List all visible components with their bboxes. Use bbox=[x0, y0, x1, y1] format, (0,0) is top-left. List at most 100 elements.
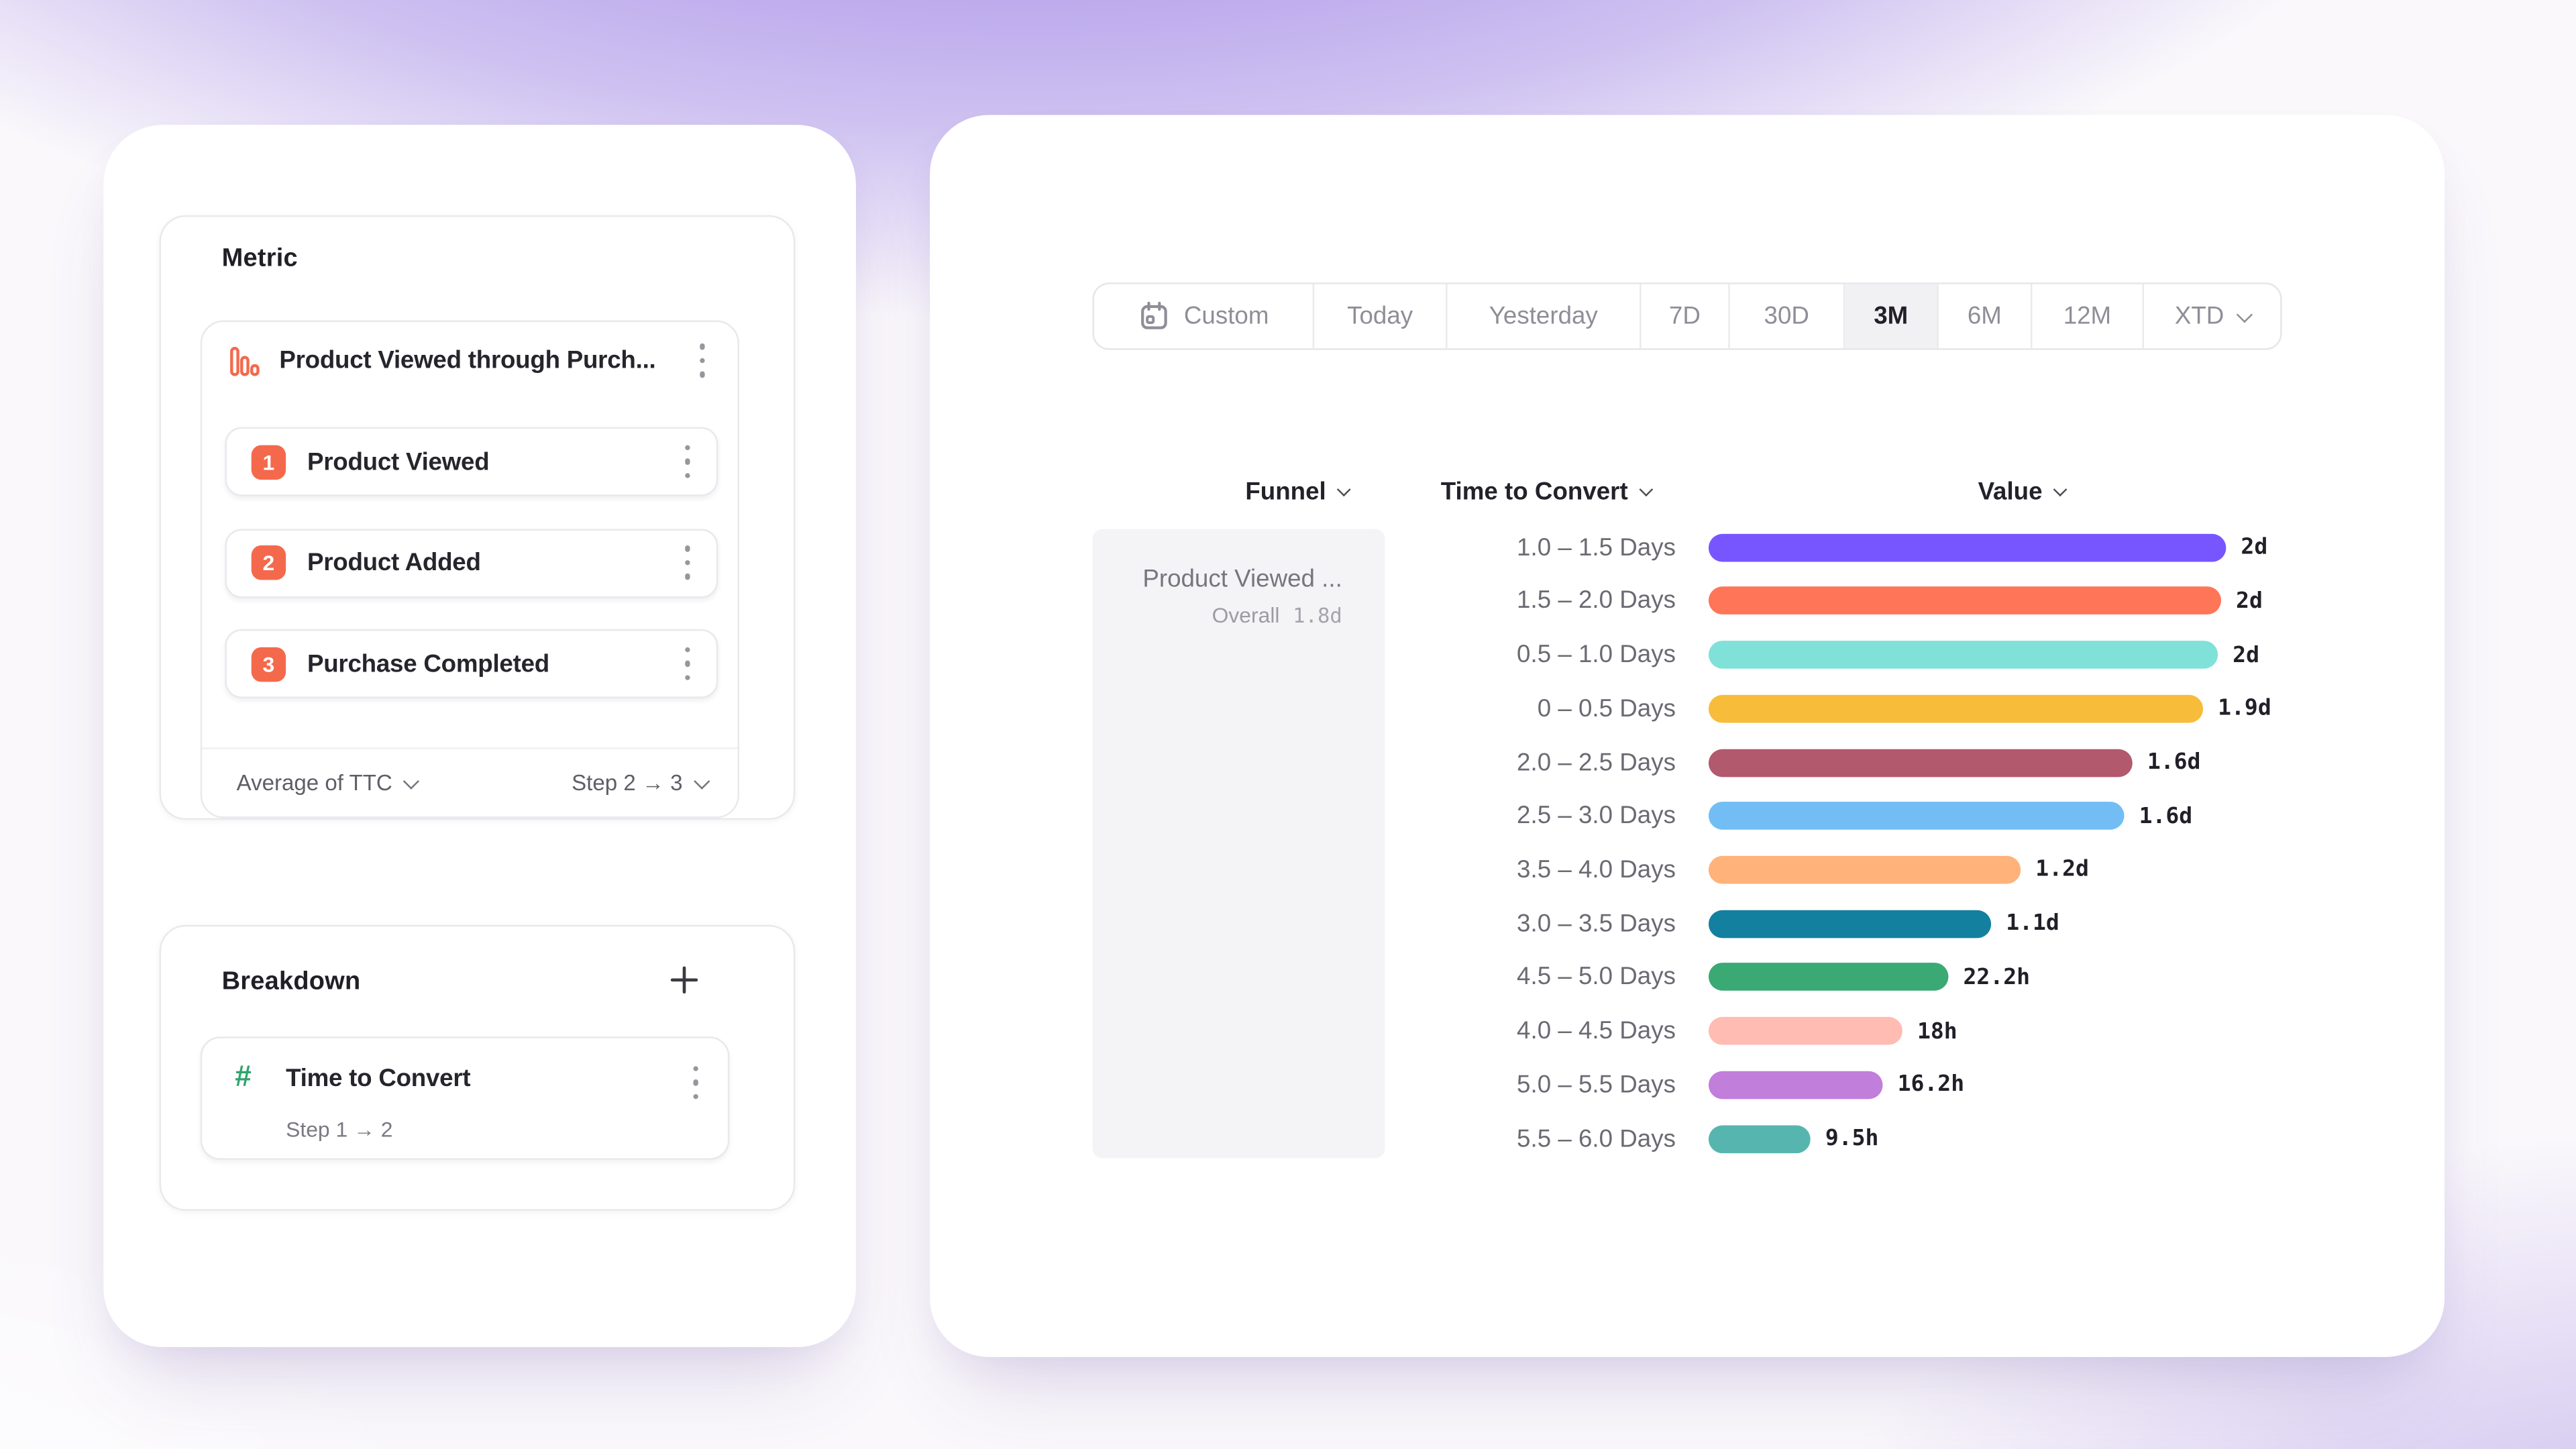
table-row: 3.0 – 3.5 Days 1.1d bbox=[930, 896, 2445, 951]
bucket-label: 0.5 – 1.0 Days bbox=[1517, 641, 1676, 669]
value-label: 2d bbox=[2233, 641, 2259, 668]
metric-panel: Metric Product Viewed through Purch... 1 bbox=[159, 215, 796, 820]
calendar-icon bbox=[1140, 301, 1167, 329]
funnel-group-cell[interactable]: Product Viewed ... Overall 1.8d bbox=[1092, 529, 1385, 1159]
table-row: 0.5 – 1.0 Days 2d bbox=[930, 628, 2445, 682]
bar-chart-rows: 1.0 – 1.5 Days 2d 1.5 – 2.0 Days 2d 0.5 … bbox=[930, 115, 2445, 1356]
value-label: 1.9d bbox=[2218, 695, 2271, 722]
funnel-metric-name: Product Viewed through Purch... bbox=[279, 346, 656, 375]
table-row: 1.0 – 1.5 Days 2d bbox=[930, 520, 2445, 574]
overall-label: Overall bbox=[1212, 602, 1280, 628]
value-bar[interactable] bbox=[1708, 963, 1949, 991]
date-range-option-today[interactable]: Today bbox=[1314, 284, 1448, 349]
value-bar[interactable] bbox=[1708, 1124, 1811, 1153]
table-row: 3.5 – 4.0 Days 1.2d bbox=[930, 843, 2445, 897]
funnel-metric-footer: Average of TTC Step 2 → 3 bbox=[202, 747, 738, 816]
date-range-option-label: 30D bbox=[1764, 302, 1809, 331]
column-header-label: Funnel bbox=[1245, 478, 1326, 506]
bucket-label: 4.0 – 4.5 Days bbox=[1517, 1017, 1676, 1045]
bucket-label: 3.0 – 3.5 Days bbox=[1517, 909, 1676, 938]
value-label: 9.5h bbox=[1825, 1125, 1879, 1152]
bucket-label: 1.0 – 1.5 Days bbox=[1517, 533, 1676, 561]
value-bar[interactable] bbox=[1708, 587, 2222, 615]
kebab-menu-icon[interactable] bbox=[692, 336, 711, 384]
bucket-label: 5.0 – 5.5 Days bbox=[1517, 1071, 1676, 1099]
funnel-group-overall: Overall 1.8d bbox=[1212, 603, 1342, 628]
value-label: 18h bbox=[1917, 1018, 1957, 1044]
table-row: 2.0 – 2.5 Days 1.6d bbox=[930, 735, 2445, 790]
bucket-label: 4.5 – 5.0 Days bbox=[1517, 963, 1676, 991]
step-label: Product Viewed bbox=[307, 447, 490, 476]
table-row: 0 – 0.5 Days 1.9d bbox=[930, 682, 2445, 736]
funnel-chart-icon bbox=[228, 344, 261, 377]
column-header-funnel[interactable]: Funnel bbox=[1245, 478, 1352, 506]
step-number-badge: 1 bbox=[251, 444, 286, 479]
funnel-step-row[interactable]: 1 Product Viewed bbox=[225, 427, 718, 496]
metric-panel-title: Metric bbox=[221, 244, 298, 273]
date-range-option-xtd[interactable]: XTD bbox=[2144, 284, 2280, 349]
value-bar[interactable] bbox=[1708, 748, 2133, 777]
aggregation-label: Average of TTC bbox=[236, 770, 392, 796]
kebab-menu-icon[interactable] bbox=[686, 1058, 704, 1106]
date-range-option-label: Today bbox=[1347, 302, 1413, 331]
kebab-menu-icon[interactable] bbox=[678, 437, 696, 486]
kebab-menu-icon[interactable] bbox=[678, 539, 696, 587]
value-bar[interactable] bbox=[1708, 909, 1992, 938]
date-range-option-label: 3M bbox=[1874, 302, 1909, 331]
step-range-dropdown[interactable]: Step 2 → 3 bbox=[572, 770, 709, 796]
date-range-option-label: Custom bbox=[1183, 302, 1269, 331]
number-property-icon: # bbox=[235, 1059, 252, 1093]
column-header-label: Value bbox=[1978, 478, 2043, 506]
date-range-option-label: XTD bbox=[2174, 302, 2224, 331]
step-label: Purchase Completed bbox=[307, 649, 549, 678]
value-bar[interactable] bbox=[1708, 855, 2021, 884]
value-bar[interactable] bbox=[1708, 641, 2218, 669]
date-range-option-label: 12M bbox=[2063, 302, 2112, 331]
funnel-step-row[interactable]: 3 Purchase Completed bbox=[225, 629, 718, 698]
step-range-label: Step 2 → 3 bbox=[572, 770, 683, 796]
date-range-option-12m[interactable]: 12M bbox=[2032, 284, 2144, 349]
chevron-down-icon bbox=[693, 773, 709, 788]
date-range-option-6m[interactable]: 6M bbox=[1939, 284, 2033, 349]
aggregation-dropdown[interactable]: Average of TTC bbox=[236, 770, 419, 796]
date-range-selector: Custom Today Yesterday 7D 30D 3M 6M 12M XTD bbox=[1092, 282, 2282, 350]
table-row: 4.5 – 5.0 Days 22.2h bbox=[930, 951, 2445, 1005]
funnel-metric-block: Product Viewed through Purch... 1 Produc… bbox=[200, 320, 740, 818]
add-breakdown-button[interactable] bbox=[670, 966, 698, 994]
funnel-group-name: Product Viewed ... bbox=[1142, 565, 1342, 594]
breakdown-panel: Breakdown # Time to Convert Step 1 → 2 bbox=[159, 924, 796, 1211]
date-range-option-custom[interactable]: Custom bbox=[1094, 284, 1315, 349]
funnel-metric-header[interactable]: Product Viewed through Purch... bbox=[202, 322, 737, 399]
value-label: 2d bbox=[2236, 588, 2263, 614]
breakdown-item-label: Time to Convert bbox=[286, 1064, 471, 1093]
table-row: 4.0 – 4.5 Days 18h bbox=[930, 1004, 2445, 1059]
date-range-option-7d[interactable]: 7D bbox=[1642, 284, 1730, 349]
bucket-label: 3.5 – 4.0 Days bbox=[1517, 855, 1676, 884]
column-header-value[interactable]: Value bbox=[1978, 478, 2068, 506]
value-bar[interactable] bbox=[1708, 533, 2226, 561]
breakdown-item[interactable]: # Time to Convert Step 1 → 2 bbox=[200, 1036, 730, 1160]
overall-value: 1.8d bbox=[1293, 602, 1342, 628]
breakdown-item-sublabel: Step 1 → 2 bbox=[286, 1117, 393, 1142]
value-label: 1.2d bbox=[2035, 857, 2089, 883]
table-row: 2.5 – 3.0 Days 1.6d bbox=[930, 789, 2445, 843]
column-header-time-to-convert[interactable]: Time to Convert bbox=[1440, 478, 1654, 506]
date-range-option-30d[interactable]: 30D bbox=[1730, 284, 1845, 349]
step-label: Product Added bbox=[307, 548, 481, 577]
bucket-label: 0 – 0.5 Days bbox=[1537, 694, 1676, 722]
value-bar[interactable] bbox=[1708, 1071, 1883, 1099]
value-bar[interactable] bbox=[1708, 802, 2125, 830]
query-builder-panel: Metric Product Viewed through Purch... 1 bbox=[103, 125, 856, 1348]
date-range-option-yesterday[interactable]: Yesterday bbox=[1448, 284, 1642, 349]
value-bar[interactable] bbox=[1708, 694, 2204, 722]
breakdown-panel-title: Breakdown bbox=[221, 967, 361, 996]
kebab-menu-icon[interactable] bbox=[678, 639, 696, 688]
value-bar[interactable] bbox=[1708, 1017, 1902, 1045]
date-range-option-3m[interactable]: 3M bbox=[1845, 284, 1939, 349]
column-header-label: Time to Convert bbox=[1440, 478, 1628, 506]
funnel-step-row[interactable]: 2 Product Added bbox=[225, 528, 718, 598]
table-row: 1.5 – 2.0 Days 2d bbox=[930, 574, 2445, 628]
funnel-steps-list: 1 Product Viewed 2 Product Added 3 Purch… bbox=[225, 427, 718, 731]
table-row: 5.5 – 6.0 Days 9.5h bbox=[930, 1112, 2445, 1166]
